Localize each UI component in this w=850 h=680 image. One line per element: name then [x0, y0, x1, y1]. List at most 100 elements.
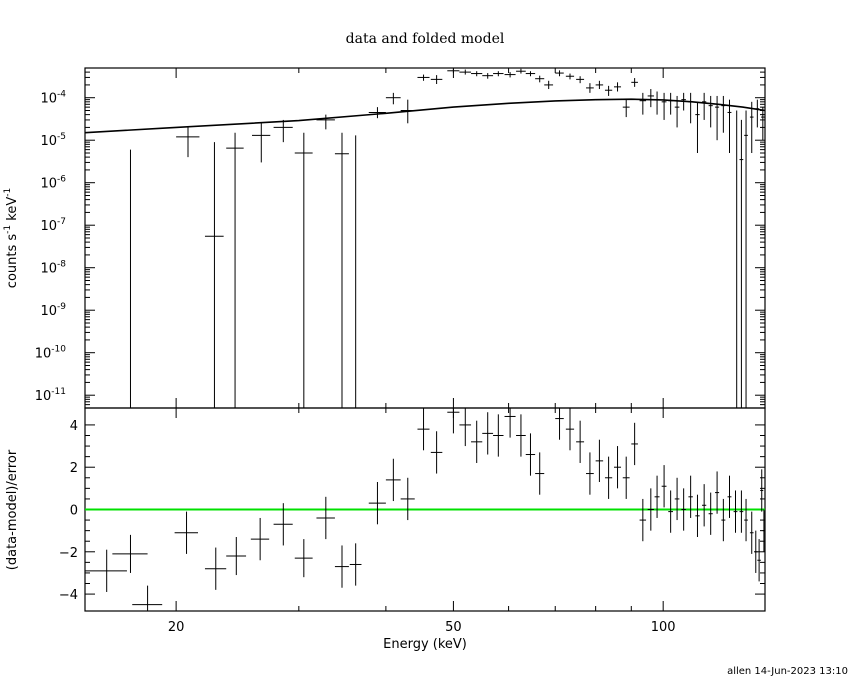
residual-point — [493, 414, 504, 457]
residual-point — [613, 446, 622, 489]
residual-point — [400, 477, 415, 521]
residual-point — [226, 536, 247, 576]
chart-title: data and folded model — [346, 31, 505, 47]
data-point — [721, 95, 726, 133]
residual-point — [525, 433, 536, 476]
data-point — [447, 68, 460, 74]
residual-point — [604, 456, 613, 499]
residual-point — [535, 452, 545, 495]
spectrum-panel-frame — [84, 67, 766, 409]
data-point — [252, 123, 271, 163]
x-tick-label: 20 — [168, 620, 185, 635]
data-point — [661, 92, 667, 120]
residual-point — [85, 549, 127, 592]
residual-point — [459, 408, 472, 447]
residual-point — [753, 530, 758, 573]
y-tick-label: 10-10 — [35, 345, 67, 362]
data-point — [516, 68, 526, 74]
residual-point — [639, 498, 647, 542]
residual-axes: 20 50 100 −4 −2 0 2 4 — [59, 408, 765, 635]
residual-point — [695, 494, 700, 537]
data-point — [654, 91, 660, 115]
residual-point — [504, 408, 516, 438]
residual-point — [576, 420, 585, 463]
data-point — [565, 73, 575, 80]
residual-point — [668, 490, 674, 533]
residual-point — [112, 534, 148, 573]
data-point — [471, 71, 483, 77]
data-point — [334, 132, 349, 408]
data-point — [226, 132, 244, 408]
data-point — [576, 76, 585, 84]
residual-point — [622, 456, 630, 499]
data-point — [647, 89, 654, 108]
data-point — [702, 92, 707, 120]
footer-credit: allen 14-Jun-2023 13:10 — [727, 666, 848, 677]
residual-point — [132, 585, 163, 611]
y-tick-label: 10-8 — [40, 260, 66, 277]
model-line — [84, 98, 766, 134]
y-tick-label: 2 — [70, 461, 78, 476]
data-point — [688, 92, 693, 124]
data-point — [755, 99, 760, 128]
residual-point — [555, 408, 564, 440]
data-point — [459, 69, 472, 75]
residual-point — [447, 408, 460, 434]
data-point — [535, 75, 545, 83]
residual-point — [721, 498, 726, 542]
residual-point — [368, 482, 386, 525]
data-point — [715, 95, 720, 141]
residual-point — [385, 458, 401, 502]
residual-point — [631, 422, 638, 466]
y-tick-label: 10-6 — [40, 175, 66, 192]
data-point — [681, 92, 686, 111]
residual-point — [647, 488, 654, 531]
residual-point — [595, 439, 604, 483]
data-point — [273, 119, 293, 143]
residual-point — [250, 517, 270, 561]
data-point — [555, 70, 564, 77]
residual-point — [702, 484, 707, 527]
data-point — [613, 82, 622, 92]
data-point — [176, 127, 200, 158]
residual-point — [762, 509, 765, 552]
residual-point — [744, 498, 748, 542]
data-point — [368, 107, 386, 119]
data-point — [525, 71, 536, 77]
residual-point — [294, 539, 313, 578]
data-point — [674, 95, 680, 128]
residual-point — [334, 545, 349, 588]
residual-point — [760, 469, 764, 512]
data-point — [631, 78, 638, 87]
residual-data — [85, 408, 765, 611]
y-tick-label: 10-9 — [40, 302, 66, 319]
data-point — [204, 142, 224, 408]
spectrum-ylabel: counts s-1 keV-1 — [3, 188, 20, 288]
residual-point — [733, 490, 738, 533]
residual-point — [661, 465, 667, 508]
data-point — [744, 110, 748, 408]
residual-point — [586, 452, 594, 495]
residual-point — [654, 475, 660, 518]
y-tick-label: 0 — [70, 504, 78, 519]
data-point — [739, 119, 744, 408]
spectrum-axes: 10-4 10-5 10-6 10-7 10-8 10-9 10-10 10-11 — [35, 67, 765, 409]
residual-point — [715, 471, 720, 514]
data-point — [727, 99, 732, 153]
residual-point — [471, 420, 483, 463]
residual-point — [516, 414, 526, 457]
data-point — [385, 92, 401, 105]
residual-point — [674, 477, 680, 521]
data-point — [493, 71, 504, 77]
data-point — [430, 75, 443, 85]
spectrum-data — [84, 68, 766, 408]
data-point — [316, 114, 335, 130]
data-point — [761, 107, 765, 141]
y-tick-label: −4 — [59, 588, 78, 603]
data-point — [400, 99, 415, 124]
residual-point — [417, 408, 430, 451]
residual-point — [174, 511, 199, 554]
data-point — [504, 72, 516, 78]
residual-point — [565, 408, 575, 451]
residual-point — [204, 547, 227, 590]
